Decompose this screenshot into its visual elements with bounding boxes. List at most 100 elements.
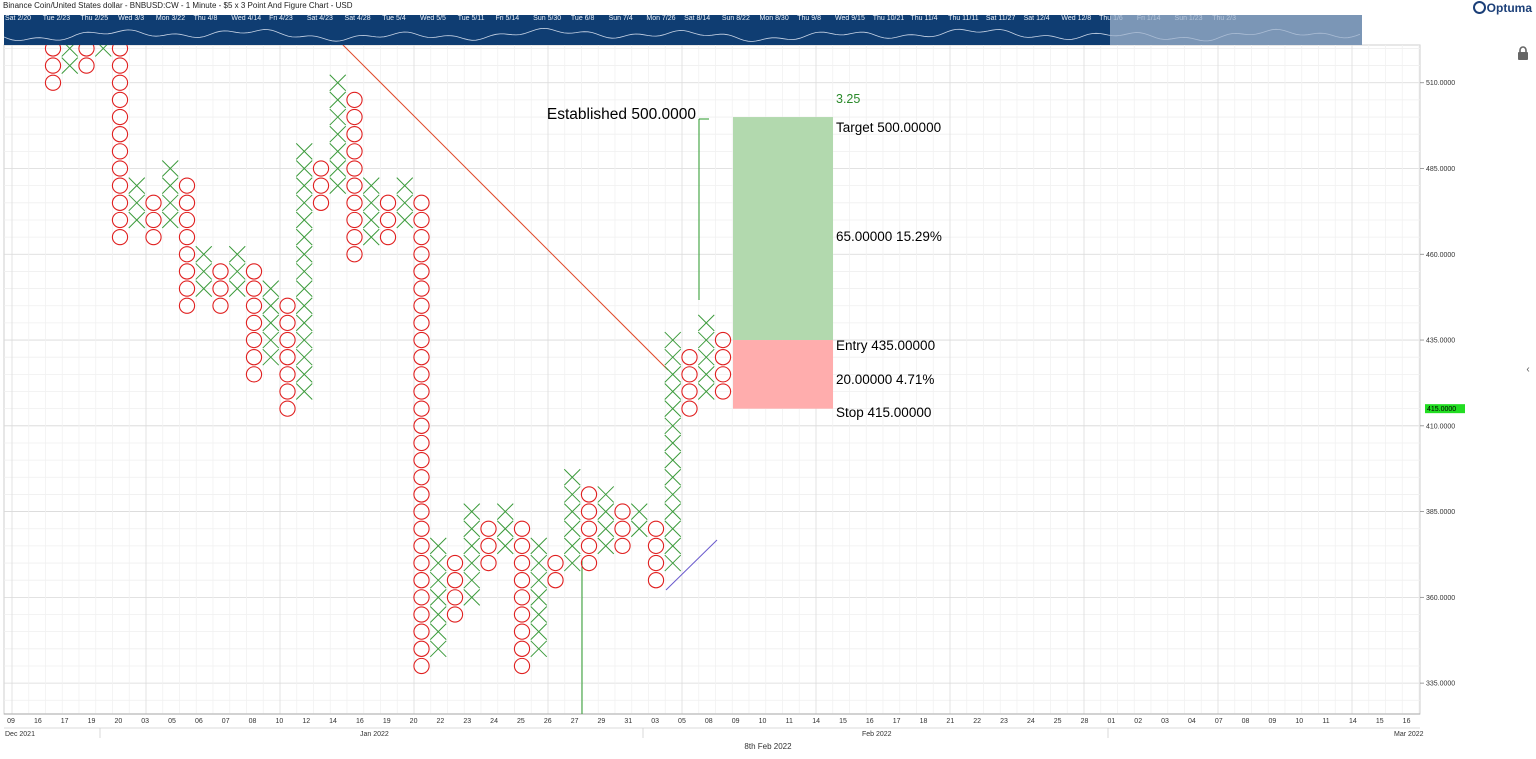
navigator-date-label: Sun 7/4 (608, 15, 633, 22)
collapse-panel-icon[interactable]: ‹ (1526, 364, 1530, 375)
o-box (178, 211, 196, 229)
o-box (178, 246, 196, 263)
x-tick-label: 15 (839, 718, 847, 725)
x-tick-label: 10 (1295, 718, 1303, 725)
x-box-stroke (664, 537, 682, 555)
annotation-lines (342, 45, 718, 714)
navigator-selection-window[interactable] (1110, 15, 1362, 45)
o-box (245, 280, 263, 297)
o-box (279, 314, 296, 332)
o-box (513, 537, 531, 555)
navigator-date-label: Sat 8/14 (684, 15, 711, 22)
o-box (178, 297, 196, 314)
navigator-date-label: Thu 11/4 (910, 15, 938, 22)
o-box (346, 177, 363, 194)
x-box (530, 640, 548, 658)
x-box (664, 417, 682, 435)
o-box (413, 246, 430, 263)
o-box (346, 228, 363, 246)
o-box (413, 657, 430, 675)
navigator-date-label: Thu 9/8 (797, 15, 822, 22)
x-box-stroke (664, 383, 682, 400)
x-box-stroke (697, 366, 715, 383)
o-box (413, 451, 430, 469)
o-box (212, 280, 229, 297)
x-box (262, 314, 280, 332)
x-box (262, 331, 280, 349)
x-tick-label: 02 (1134, 718, 1142, 725)
time-navigator[interactable]: Sat 2/20 Tue 2/23 Thu 2/25 Wed 3/3 Mon 3/22 T… (4, 15, 1362, 45)
x-box (94, 45, 112, 57)
o-box (480, 520, 497, 537)
x-tick-label: 23 (1000, 718, 1008, 725)
o-box (178, 280, 196, 297)
o-box (614, 520, 631, 537)
navigator-date-label: Tue 2/23 (42, 15, 71, 22)
o-box (580, 554, 598, 572)
x-box (161, 177, 179, 195)
x-tick-label: 07 (222, 718, 230, 725)
x-box (195, 263, 213, 280)
trade-zones (733, 117, 833, 409)
x-box (463, 554, 481, 572)
established-label: Established 500.0000 (547, 106, 696, 123)
o-box (413, 211, 430, 229)
resistance-trendline (342, 45, 669, 371)
o-box (245, 366, 263, 383)
x-box (295, 348, 313, 366)
x-tick-label: 09 (732, 718, 740, 725)
x-box (530, 537, 548, 555)
x-tick-label: 19 (88, 718, 96, 725)
y-tick-label: 410.0000 (1426, 423, 1455, 430)
y-tick-label: 435.0000 (1426, 338, 1455, 345)
o-box (580, 537, 598, 555)
o-box (413, 314, 430, 332)
x-box-stroke (530, 606, 548, 623)
x-box-stroke (463, 537, 481, 555)
month-label: Mar 2022 (1394, 731, 1424, 738)
navigator-date-label: Tue 6/8 (570, 15, 595, 22)
o-box (178, 177, 196, 194)
x-tick-label: 10 (275, 718, 283, 725)
o-box (413, 503, 430, 520)
x-box (697, 348, 715, 366)
x-box-stroke (295, 383, 313, 400)
x-tick-label: 17 (61, 718, 69, 725)
o-box (44, 45, 62, 57)
reward-label: 65.00000 15.29% (836, 229, 942, 244)
x-tick-label: 23 (463, 718, 471, 725)
o-box (413, 554, 430, 572)
o-box (513, 640, 531, 657)
support-trendline (665, 539, 718, 591)
x-box-stroke (295, 177, 313, 195)
x-box (295, 331, 313, 349)
lock-icon[interactable] (1516, 45, 1530, 61)
o-box (279, 383, 296, 400)
o-box (279, 349, 296, 366)
x-box (597, 486, 615, 503)
o-box (346, 91, 363, 109)
o-box (379, 211, 397, 229)
o-box (279, 400, 296, 417)
navigator-date-label: Thu 4/8 (193, 15, 218, 22)
x-box-stroke (295, 263, 313, 280)
o-box (647, 520, 665, 537)
x-box (697, 366, 715, 383)
x-box-stroke (563, 554, 581, 572)
o-box (413, 349, 430, 366)
o-box (513, 606, 531, 623)
o-box (681, 400, 698, 417)
x-box (530, 571, 548, 589)
y-tick-label: 510.0000 (1426, 80, 1455, 87)
x-box (530, 606, 548, 623)
o-box (513, 657, 531, 675)
x-tick-label: 22 (437, 718, 445, 725)
o-box (78, 57, 95, 74)
x-box-stroke (530, 589, 548, 606)
y-tick-label: 385.0000 (1426, 509, 1455, 516)
x-box (563, 554, 581, 572)
x-box-stroke (161, 194, 179, 212)
x-box-stroke (664, 451, 682, 469)
o-box (346, 143, 363, 160)
